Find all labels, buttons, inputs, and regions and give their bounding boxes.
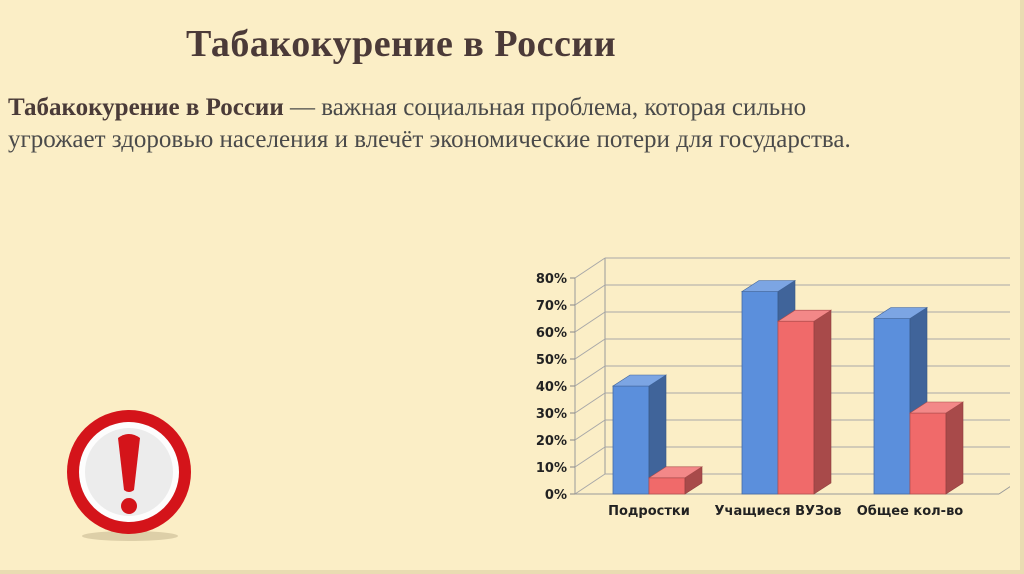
bar-side (813, 309, 832, 495)
y-tick-label: 0% (545, 488, 567, 503)
x-axis-labels: Подростки Учащиеся ВУЗов Общее кол-во (608, 504, 963, 519)
x-tick-label: Учащиеся ВУЗов (715, 504, 842, 519)
gridline-diagonal (574, 365, 606, 387)
bar-front (777, 320, 815, 495)
y-tick-label: 50% (536, 353, 567, 368)
gridline-diagonal (574, 419, 606, 441)
y-tick-label: 20% (536, 434, 567, 449)
y-tick-label: 60% (536, 326, 567, 341)
gridline-diagonal (574, 338, 606, 360)
bar-top (908, 401, 965, 414)
x-tick-label: Общее кол-во (857, 504, 964, 519)
bar-top (611, 374, 668, 387)
slide-body-emphasis: Табакокурение в России (8, 94, 284, 121)
chart-bars (611, 279, 965, 495)
x-tick-label: Подростки (608, 504, 690, 519)
slide-body-rest: — важная социальная проблема, которая си… (8, 94, 851, 153)
floor-right-edge (998, 486, 1010, 495)
bar-top (647, 466, 704, 479)
y-tick-label: 80% (536, 272, 567, 287)
bar-top (776, 309, 833, 322)
gridline-diagonal (574, 473, 606, 495)
bar-side (945, 401, 964, 495)
y-axis-ticks: 0% 10% 20% 30% 40% 50% 60% 70% 80% (536, 272, 567, 503)
bar-front (648, 477, 686, 495)
bar-front (909, 412, 947, 495)
exclamation-in-red-circle-icon (67, 410, 191, 541)
y-tick-label: 10% (536, 461, 567, 476)
slide-title: Табакокурение в России (186, 23, 617, 65)
y-tick-label: 40% (536, 380, 567, 395)
slide-body-text: Табакокурение в России — важная социальн… (8, 92, 888, 156)
gridline-diagonal (574, 311, 606, 333)
gridline-diagonal (574, 284, 606, 306)
smoking-bar-chart: 0% 10% 20% 30% 40% 50% 60% 70% 80% Подростки Учащ… (536, 257, 1010, 519)
bar-front (741, 291, 779, 495)
bar-top (740, 280, 797, 292)
bar-front (873, 318, 911, 495)
y-tick-label: 30% (536, 407, 567, 422)
y-tick-label: 70% (536, 299, 567, 314)
gridline-diagonal (574, 446, 606, 468)
gridline-diagonal (574, 392, 606, 414)
bar-front (612, 385, 650, 495)
bar-top (872, 307, 929, 319)
gridline-diagonal (574, 257, 606, 279)
